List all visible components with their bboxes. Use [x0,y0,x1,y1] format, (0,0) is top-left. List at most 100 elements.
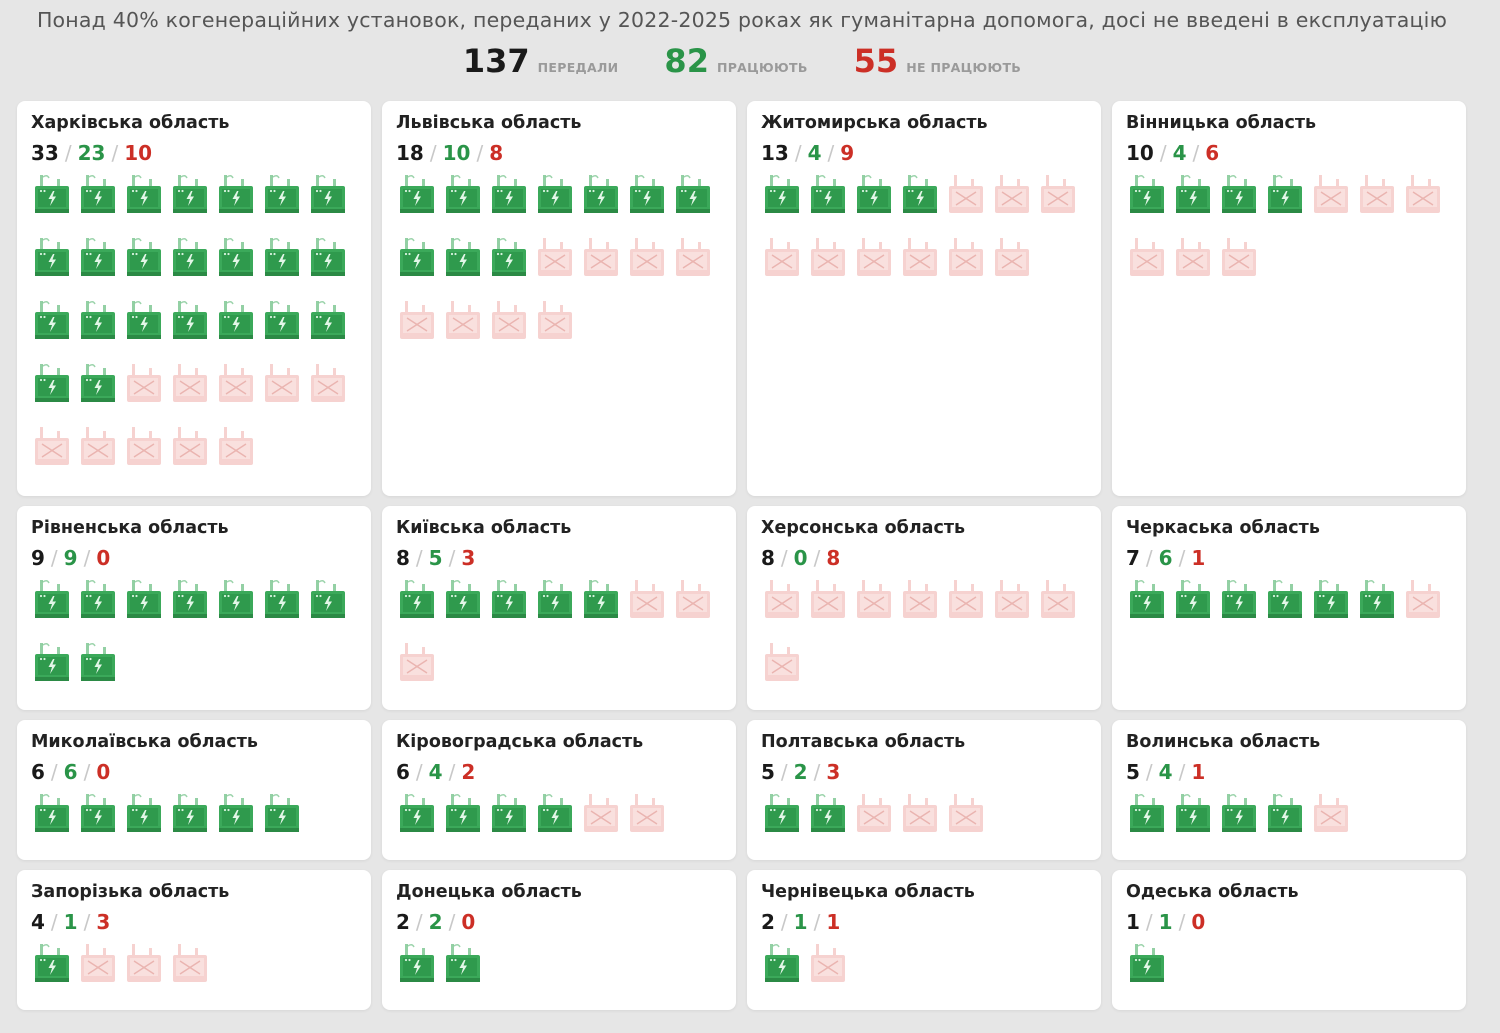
region-card: Волинська область 5/4/1 [1112,720,1466,860]
region-card: Черкаська область 7/6/1 [1112,506,1466,710]
summary-not-working-value: 55 [853,42,899,80]
broken-unit-icon [902,790,938,836]
broken-unit-icon [172,423,208,469]
summary-totals: 137 ПЕРЕДАЛИ 82 ПРАЦЮЮТЬ 55 НЕ ПРАЦЮЮТЬ [0,42,1484,80]
broken-unit-icon [856,576,892,622]
count-separator: / [83,546,91,570]
cogeneration-unit-icon [34,360,70,406]
broken-unit-icon [856,790,892,836]
broken-unit-icon [126,360,162,406]
count-separator: / [1159,141,1167,165]
broken-unit-icon [902,576,938,622]
region-total: 2 [396,910,410,934]
cogeneration-unit-icon [1175,576,1211,622]
cogeneration-unit-icon [445,576,481,622]
broken-unit-icon [810,940,846,986]
cogeneration-unit-icon [34,790,70,836]
cogeneration-unit-icon [34,576,70,622]
broken-unit-icon [445,297,481,343]
cogeneration-unit-icon [445,171,481,217]
broken-unit-icon [172,940,208,986]
region-counts: 6/4/2 [396,760,475,784]
cogeneration-unit-icon [80,297,116,343]
region-total: 4 [31,910,45,934]
summary-total-value: 137 [462,42,530,80]
broken-unit-icon [1359,171,1395,217]
broken-unit-icon [994,171,1030,217]
region-total: 1 [1126,910,1140,934]
region-total: 8 [396,546,410,570]
cogeneration-unit-icon [629,171,665,217]
count-separator: / [415,760,423,784]
cogeneration-unit-icon [445,940,481,986]
region-total: 10 [1126,141,1154,165]
region-card: Кіровоградська область 6/4/2 [382,720,736,860]
cogeneration-unit-icon [810,171,846,217]
region-counts: 4/1/3 [31,910,110,934]
broken-unit-icon [218,423,254,469]
count-separator: / [476,141,484,165]
region-name: Миколаївська область [31,732,258,752]
region-name: Донецька область [396,882,582,902]
broken-unit-icon [1313,790,1349,836]
cogeneration-unit-icon [537,576,573,622]
summary-not-working-label: НЕ ПРАЦЮЮТЬ [906,60,1022,75]
cogeneration-unit-icon [675,171,711,217]
broken-unit-icon [310,360,346,406]
cogeneration-unit-icon [172,576,208,622]
cogeneration-unit-icon [1359,576,1395,622]
region-working: 6 [63,760,78,784]
region-total: 33 [31,141,59,165]
region-working: 4 [1172,141,1187,165]
region-card: Житомирська область 13/4/9 [747,101,1101,496]
summary-total-label: ПЕРЕДАЛИ [537,60,619,75]
broken-unit-icon [34,423,70,469]
cogeneration-unit-icon [264,234,300,280]
region-working: 5 [428,546,443,570]
cogeneration-unit-icon [399,790,435,836]
count-separator: / [429,141,437,165]
cogeneration-unit-icon [1129,576,1165,622]
broken-unit-icon [675,234,711,280]
region-card: Херсонська область 8/0/8 [747,506,1101,710]
region-working: 2 [428,910,443,934]
count-separator: / [1178,546,1186,570]
region-name: Житомирська область [761,113,988,133]
count-separator: / [50,546,58,570]
count-separator: / [813,760,821,784]
broken-unit-icon [126,423,162,469]
count-separator: / [1178,910,1186,934]
count-separator: / [415,910,423,934]
broken-unit-icon [1040,171,1076,217]
cogeneration-unit-icon [1267,171,1303,217]
cogeneration-unit-icon [34,639,70,685]
broken-unit-icon [675,576,711,622]
region-not-working: 8 [826,546,841,570]
region-working: 4 [1158,760,1173,784]
count-separator: / [448,910,456,934]
broken-unit-icon [629,790,665,836]
cogeneration-unit-icon [126,790,162,836]
cogeneration-unit-icon [764,790,800,836]
cogeneration-unit-icon [126,171,162,217]
count-separator: / [1178,760,1186,784]
region-not-working: 3 [461,546,476,570]
cogeneration-unit-icon [491,171,527,217]
cogeneration-unit-icon [80,171,116,217]
count-separator: / [111,141,119,165]
region-not-working: 10 [124,141,153,165]
region-not-working: 6 [1205,141,1220,165]
region-total: 8 [761,546,775,570]
cogeneration-unit-icon [1175,171,1211,217]
cogeneration-unit-icon [399,940,435,986]
cogeneration-unit-icon [399,171,435,217]
broken-unit-icon [1129,234,1165,280]
region-total: 18 [396,141,424,165]
cogeneration-unit-icon [491,576,527,622]
region-not-working: 0 [1191,910,1206,934]
region-not-working: 1 [1191,546,1206,570]
region-total: 6 [396,760,410,784]
region-name: Львівська область [396,113,582,133]
region-working: 1 [793,910,808,934]
count-separator: / [50,910,58,934]
